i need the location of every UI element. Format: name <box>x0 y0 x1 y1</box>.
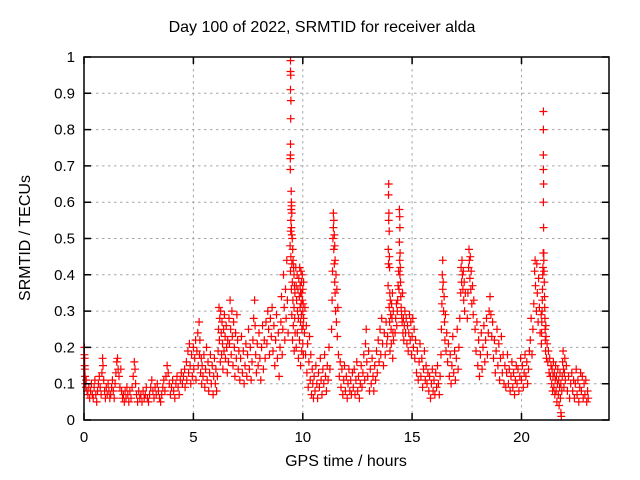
y-tick-label: 0.5 <box>54 231 75 248</box>
x-tick-label: 5 <box>189 429 197 446</box>
y-tick-label: 0.2 <box>54 339 75 356</box>
y-tick-label: 0 <box>67 412 75 429</box>
y-tick-label: 0.4 <box>54 267 75 284</box>
plot-border <box>83 56 610 421</box>
grid-lines <box>84 57 609 420</box>
y-tick-label: 1 <box>67 49 75 66</box>
y-tick-label: 0.1 <box>54 376 75 393</box>
x-tick-label: 10 <box>294 429 311 446</box>
x-tick-label: 0 <box>80 429 88 446</box>
y-tick-label: 0.3 <box>54 303 75 320</box>
x-tick-label: 15 <box>404 429 421 446</box>
y-tick-label: 0.7 <box>54 158 75 175</box>
y-axis-title: SRMTID / TECUs <box>17 175 34 301</box>
y-tick-label: 0.6 <box>54 194 75 211</box>
y-tick-label: 0.8 <box>54 122 75 139</box>
chart-title: Day 100 of 2022, SRMTID for receiver ald… <box>169 19 476 36</box>
tick-labels: 0 5 10 15 20 0 0.1 0.2 0.3 0.4 0.5 0.6 0.7 0.8 0.9 1 <box>54 49 530 446</box>
x-axis-title: GPS time / hours <box>285 453 407 470</box>
x-tick-label: 20 <box>513 429 530 446</box>
y-tick-label: 0.9 <box>54 85 75 102</box>
